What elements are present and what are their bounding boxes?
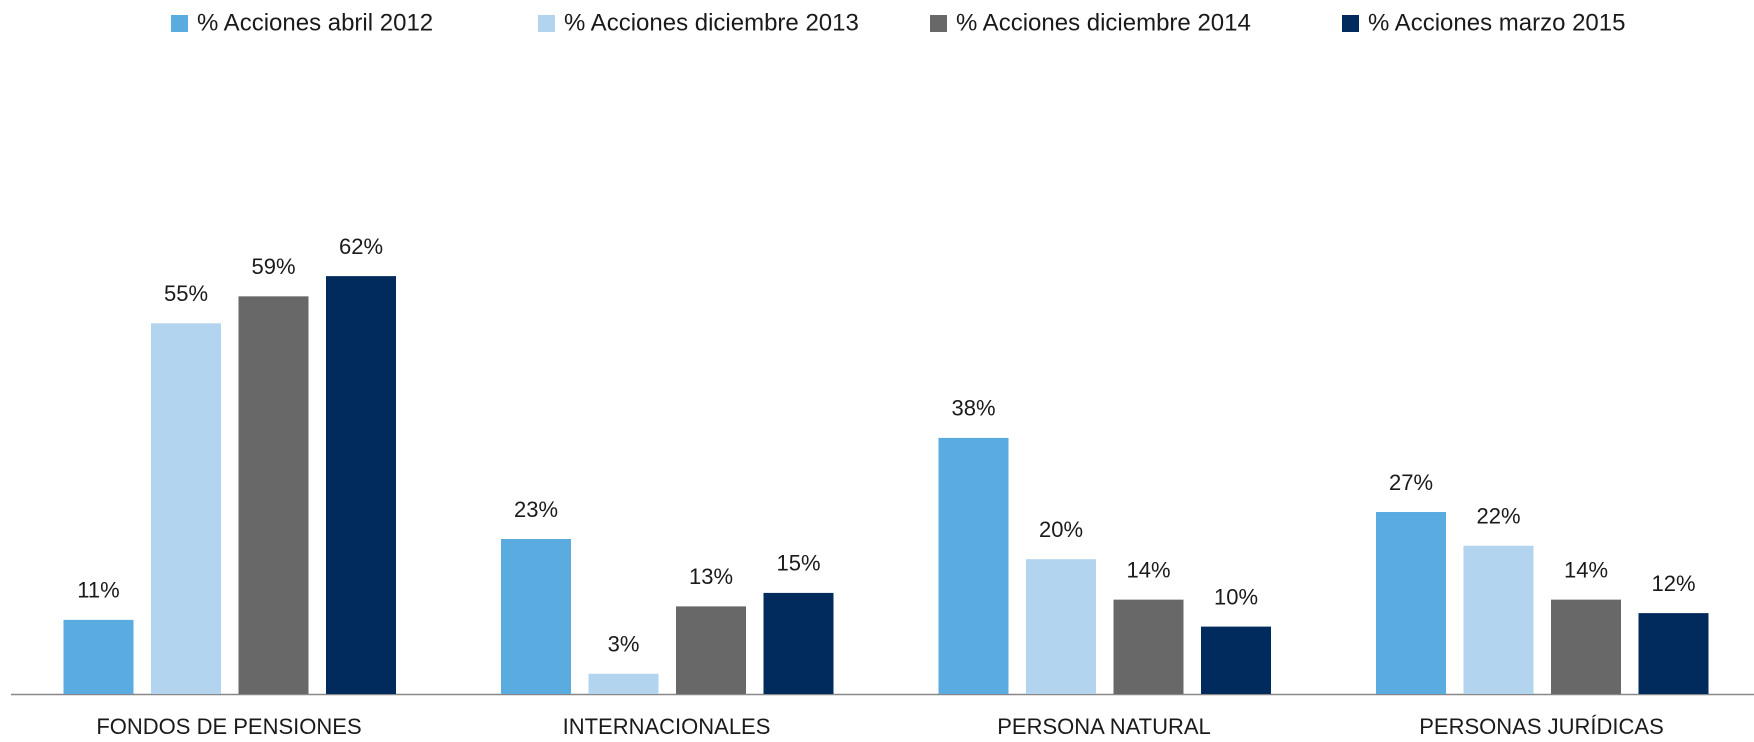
bar (1551, 599, 1621, 694)
bar (151, 323, 221, 694)
x-tick-label: FONDOS DE PENSIONES (96, 714, 361, 739)
legend-swatch (1342, 15, 1359, 32)
value-label: 20% (1039, 517, 1083, 542)
value-label: 3% (608, 632, 640, 657)
x-tick-label: PERSONAS JURÍDICAS (1419, 714, 1664, 739)
value-label: 62% (339, 234, 383, 259)
bar (326, 276, 396, 694)
x-tick-label: PERSONA NATURAL (997, 714, 1211, 739)
bar (63, 619, 134, 694)
bar (1376, 512, 1446, 694)
bar (501, 538, 571, 694)
bar (238, 296, 309, 694)
value-label: 10% (1214, 584, 1258, 609)
legend-label: % Acciones marzo 2015 (1368, 9, 1625, 36)
bar (1463, 545, 1534, 694)
bar (1113, 599, 1184, 694)
value-label: 38% (951, 396, 995, 421)
value-label: 14% (1564, 557, 1608, 582)
value-label: 11% (77, 578, 119, 603)
value-label: 55% (164, 281, 208, 306)
bar (1026, 559, 1096, 694)
legend: % Acciones abril 2012 % Acciones diciembr… (171, 9, 1625, 36)
value-label: 23% (514, 497, 558, 522)
legend-swatch (930, 15, 947, 32)
bar (588, 673, 659, 694)
value-label: 15% (776, 551, 820, 576)
value-label: 27% (1389, 470, 1433, 495)
value-label: 22% (1476, 504, 1520, 529)
value-label: 12% (1651, 571, 1695, 596)
bar (676, 606, 746, 694)
value-label: 14% (1126, 557, 1170, 582)
legend-label: % Acciones diciembre 2013 (564, 9, 859, 36)
bar (1638, 613, 1709, 694)
legend-label: % Acciones diciembre 2014 (956, 9, 1251, 36)
legend-swatch (538, 15, 555, 32)
bar (763, 592, 834, 694)
value-label: 13% (689, 564, 733, 589)
legend-label: % Acciones abril 2012 (197, 9, 433, 36)
x-tick-label: INTERNACIONALES (563, 714, 771, 739)
legend-swatch (171, 15, 188, 32)
value-label: 59% (251, 254, 295, 279)
bar (938, 437, 1009, 694)
bar (1201, 626, 1271, 694)
